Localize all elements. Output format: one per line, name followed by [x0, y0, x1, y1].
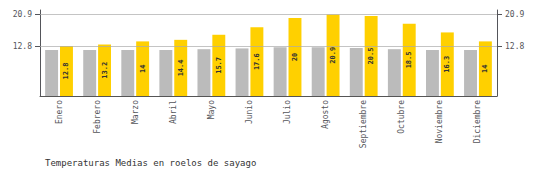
svg-text:Septiembre: Septiembre — [359, 100, 368, 148]
svg-text:Octubre: Octubre — [397, 100, 406, 134]
svg-text:Temperaturas Medias en roelos: Temperaturas Medias en roelos de sayago — [45, 158, 256, 168]
svg-text:13.2: 13.2 — [101, 62, 109, 79]
svg-text:14: 14 — [481, 64, 489, 72]
svg-text:20.9: 20.9 — [329, 47, 337, 64]
svg-text:20: 20 — [291, 53, 299, 61]
svg-text:Abril: Abril — [169, 100, 178, 124]
svg-text:20.9: 20.9 — [13, 10, 32, 19]
svg-text:14: 14 — [139, 64, 147, 72]
svg-text:Noviembre: Noviembre — [435, 100, 444, 144]
svg-text:12.8: 12.8 — [62, 63, 70, 80]
svg-text:Junio: Junio — [245, 100, 254, 124]
svg-text:12.8: 12.8 — [505, 42, 524, 51]
svg-text:Julio: Julio — [283, 100, 292, 124]
svg-text:Febrero: Febrero — [93, 100, 102, 134]
svg-text:Marzo: Marzo — [131, 100, 140, 124]
svg-text:20.5: 20.5 — [367, 48, 375, 65]
svg-text:12.8: 12.8 — [13, 42, 32, 51]
svg-text:18.5: 18.5 — [405, 51, 413, 68]
svg-text:20.9: 20.9 — [505, 10, 524, 19]
svg-text:15.7: 15.7 — [215, 57, 223, 74]
svg-text:16.3: 16.3 — [443, 56, 451, 73]
svg-text:Mayo: Mayo — [207, 100, 216, 119]
svg-text:Enero: Enero — [55, 100, 64, 124]
svg-text:Agosto: Agosto — [321, 100, 330, 129]
svg-text:17.6: 17.6 — [253, 53, 261, 70]
svg-text:14.4: 14.4 — [177, 59, 185, 76]
svg-text:Diciembre: Diciembre — [473, 100, 482, 144]
